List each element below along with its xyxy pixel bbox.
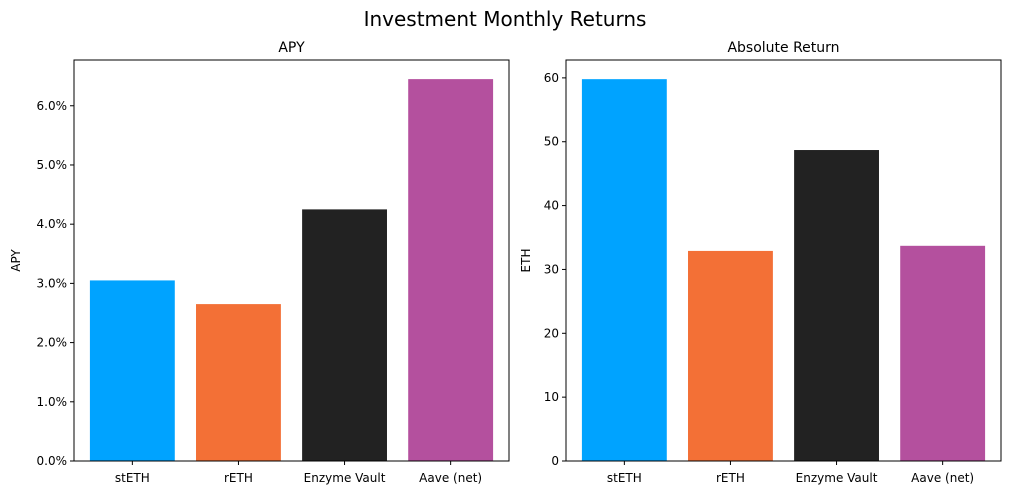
apy-chart: APY APY 0.0% 1.0% 2.0% 3.0% 4.0% 5.0% 6.0% stETH r… [9, 40, 510, 485]
abs-return-y-tick-label: 0 [551, 454, 559, 468]
apy-x-tick-label: stETH [115, 471, 150, 485]
apy-y-axis-label: APY [9, 249, 23, 272]
abs-return-x-tick-label: stETH [607, 471, 642, 485]
absolute-return-chart: Absolute Return ETH 0 10 20 30 40 50 60 stETH rETH… [519, 40, 1002, 485]
apy-x-tick-label: Aave (net) [419, 471, 482, 485]
apy-y-tick-label: 2.0% [37, 336, 68, 350]
apy-y-tick-label: 6.0% [37, 99, 68, 113]
abs-return-title: Absolute Return [727, 40, 839, 56]
abs-return-y-tick-label: 60 [544, 71, 559, 85]
apy-bar-1 [196, 304, 281, 461]
apy-axes-frame [73, 59, 510, 462]
abs-return-x-tick-label: Aave (net) [911, 471, 974, 485]
apy-y-tick-label: 5.0% [37, 158, 68, 172]
apy-y-tick-label: 4.0% [37, 217, 68, 231]
abs-return-y-tick-label: 20 [544, 326, 559, 340]
figure-title: Investment Monthly Returns [364, 7, 647, 31]
apy-bar-2 [302, 209, 387, 461]
apy-y-tick-label: 3.0% [37, 276, 68, 290]
abs-return-y-tick-label: 40 [544, 199, 559, 213]
abs-return-x-tick-label: Enzyme Vault [796, 471, 878, 485]
apy-y-tick-label: 0.0% [37, 454, 68, 468]
abs-return-y-axis-label: ETH [519, 249, 533, 273]
apy-y-tick-label: 1.0% [37, 395, 68, 409]
abs-return-y-tick-label: 10 [544, 390, 559, 404]
abs-return-y-tick-label: 30 [544, 262, 559, 276]
apy-title: APY [278, 40, 305, 56]
abs-return-bar-1 [688, 250, 773, 461]
apy-x-tick-label: rETH [224, 471, 253, 485]
abs-return-x-tick-label: rETH [716, 471, 745, 485]
abs-return-bar-0 [581, 79, 667, 461]
apy-bar-3 [408, 79, 494, 462]
apy-x-tick-label: Enzyme Vault [304, 471, 386, 485]
apy-bar-0 [89, 280, 175, 461]
abs-return-bar-3 [900, 245, 986, 461]
abs-return-y-tick-label: 50 [544, 135, 559, 149]
abs-return-axes-frame [565, 59, 1002, 462]
abs-return-bar-2 [794, 150, 879, 461]
